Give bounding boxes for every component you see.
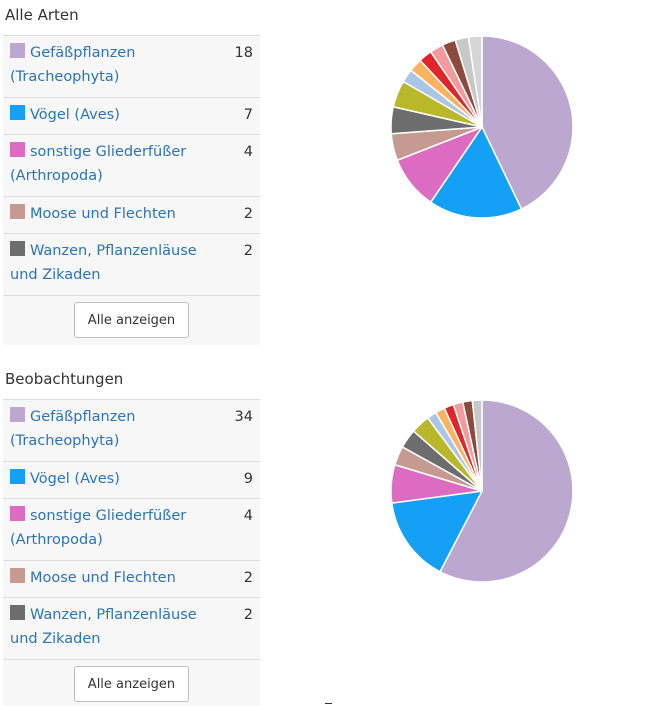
category-link[interactable]: Moose und Flechten: [30, 570, 176, 586]
category-link[interactable]: Gefäßpflanzen (Tracheophyta): [10, 45, 136, 85]
legend-swatch: [10, 142, 25, 157]
section-title: Alle Arten: [5, 6, 79, 24]
category-link[interactable]: Vögel (Aves): [30, 471, 120, 487]
legend-swatch: [10, 605, 25, 620]
table-row: Wanzen, Pflanzenläuse und Zikaden 2: [3, 597, 260, 659]
table-row: Vögel (Aves) 7: [3, 97, 260, 134]
category-link[interactable]: Moose und Flechten: [30, 206, 176, 222]
observations-table: Gefäßpflanzen (Tracheophyta) 34 Vögel (A…: [3, 399, 260, 706]
legend-swatch: [10, 568, 25, 583]
category-count: 9: [243, 471, 253, 487]
category-count: 2: [243, 206, 253, 222]
pie-slice: [390, 490, 484, 573]
table-row: sonstige Gliederfüßer (Arthropoda) 4: [3, 134, 260, 196]
species-pie-chart: [390, 35, 574, 219]
section-title: Beobachtungen: [5, 370, 124, 388]
pie-slice: [429, 125, 523, 219]
category-count: 2: [243, 243, 253, 259]
category-count: 7: [243, 107, 253, 123]
category-count: 34: [234, 409, 253, 425]
text-cursor: [325, 703, 332, 704]
table-row: Vögel (Aves) 9: [3, 461, 260, 498]
pie-slice: [439, 399, 574, 583]
legend-swatch: [10, 43, 25, 58]
category-count: 2: [243, 607, 253, 623]
table-row: Alle anzeigen: [3, 295, 260, 345]
observations-section: Beobachtungen Gefäßpflanzen (Tracheophyt…: [0, 364, 651, 706]
category-link[interactable]: Wanzen, Pflanzenläuse und Zikaden: [10, 243, 197, 283]
table-row: Moose und Flechten 2: [3, 196, 260, 233]
category-link[interactable]: Vögel (Aves): [30, 107, 120, 123]
table-row: Alle anzeigen: [3, 659, 260, 706]
legend-swatch: [10, 407, 25, 422]
category-count: 4: [243, 144, 253, 160]
legend-swatch: [10, 105, 25, 120]
legend-swatch: [10, 469, 25, 484]
category-link[interactable]: Wanzen, Pflanzenläuse und Zikaden: [10, 607, 197, 647]
legend-swatch: [10, 204, 25, 219]
pie-slice: [481, 35, 574, 210]
table-row: Gefäßpflanzen (Tracheophyta) 18: [3, 35, 260, 97]
show-all-button[interactable]: Alle anzeigen: [74, 302, 189, 338]
legend-swatch: [10, 241, 25, 256]
observations-pie-chart: [390, 399, 574, 583]
category-link[interactable]: sonstige Gliederfüßer (Arthropoda): [10, 508, 187, 548]
table-row: Gefäßpflanzen (Tracheophyta) 34: [3, 399, 260, 461]
table-row: sonstige Gliederfüßer (Arthropoda) 4: [3, 498, 260, 560]
species-table: Gefäßpflanzen (Tracheophyta) 18 Vögel (A…: [3, 35, 260, 345]
category-count: 2: [243, 570, 253, 586]
table-row: Wanzen, Pflanzenläuse und Zikaden 2: [3, 233, 260, 295]
species-section: Alle Arten Gefäßpflanzen (Tracheophyta) …: [0, 0, 651, 350]
legend-swatch: [10, 506, 25, 521]
pie-slice: [471, 399, 483, 492]
category-link[interactable]: sonstige Gliederfüßer (Arthropoda): [10, 144, 187, 184]
show-all-button[interactable]: Alle anzeigen: [74, 666, 189, 702]
category-count: 4: [243, 508, 253, 524]
category-count: 18: [234, 45, 253, 61]
table-row: Moose und Flechten 2: [3, 560, 260, 597]
pie-slice: [467, 35, 483, 128]
category-link[interactable]: Gefäßpflanzen (Tracheophyta): [10, 409, 136, 449]
